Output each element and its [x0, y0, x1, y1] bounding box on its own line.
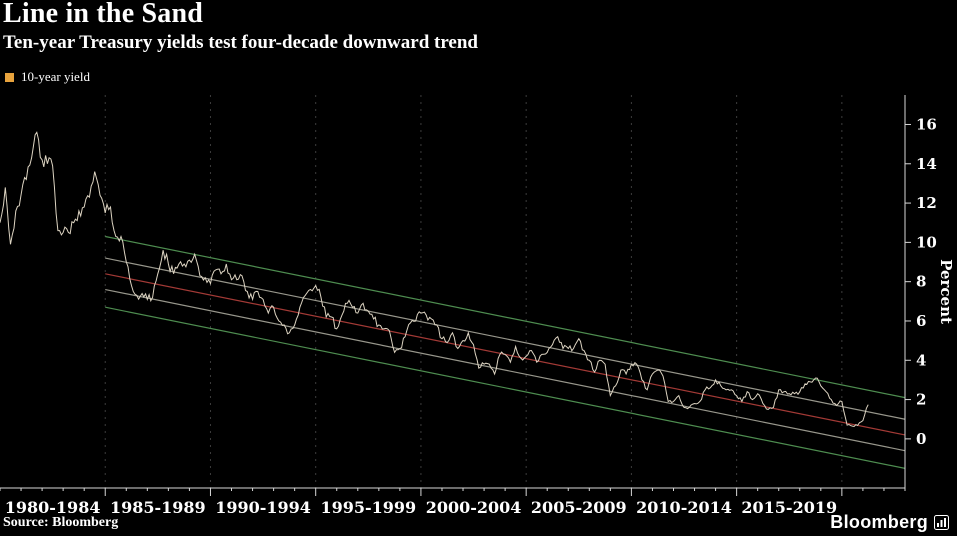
y-axis-title: Percent	[937, 259, 955, 324]
x-category-label-1990-1994: 1990-1994	[215, 498, 311, 517]
trend-channel-upper-inner	[105, 257, 906, 420]
x-category-label-2015-2019: 2015-2019	[741, 498, 837, 517]
trend-channel-lower-inner	[105, 288, 906, 452]
y-tick-label: 16	[916, 115, 937, 133]
y-tick-label: 0	[916, 430, 926, 448]
legend-swatch-10-year-yield	[5, 72, 14, 82]
source-note: Source: Bloomberg	[3, 515, 119, 530]
y-tick-label: 8	[916, 273, 926, 291]
y-tick-label: 2	[916, 391, 926, 409]
y-tick-label: 14	[916, 155, 937, 173]
y-tick-label: 4	[916, 351, 926, 369]
y-tick-label: 12	[916, 194, 937, 212]
x-category-label-2010-2014: 2010-2014	[636, 498, 732, 517]
page-title: Line in the Sand	[3, 0, 204, 29]
x-category-label-1995-1999: 1995-1999	[320, 498, 416, 517]
trend-channel-lower-outer	[105, 306, 906, 469]
x-category-label-2005-2009: 2005-2009	[531, 498, 627, 517]
trend-channel-upper-outer	[105, 235, 906, 399]
chart-subtitle: Ten-year Treasury yields test four-decad…	[3, 32, 478, 53]
y-tick-label: 10	[916, 233, 937, 251]
x-category-label-1985-1989: 1985-1989	[110, 498, 206, 517]
x-category-label-2000-2004: 2000-2004	[426, 498, 522, 517]
brand-wordmark: Bloomberg	[830, 512, 928, 532]
series-line-10-year-yield	[0, 131, 869, 428]
legend-label: 10-year yield	[21, 69, 90, 84]
x-category-label-1980-1984: 1980-1984	[5, 498, 101, 517]
legend: 10-year yield	[5, 69, 90, 85]
bloomberg-terminal-icon	[934, 515, 949, 530]
y-tick-label: 6	[916, 312, 926, 330]
brand-footer: Bloomberg	[830, 512, 949, 533]
